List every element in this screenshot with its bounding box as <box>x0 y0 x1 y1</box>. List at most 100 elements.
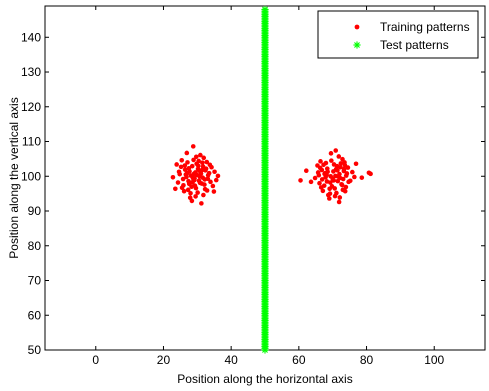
y-axis-label: Position along the vertical axis <box>7 97 21 258</box>
training-point <box>179 157 185 163</box>
training-point <box>203 166 209 171</box>
training-point <box>298 178 303 183</box>
training-point <box>182 167 188 172</box>
training-point <box>198 152 203 158</box>
training-point <box>343 173 349 178</box>
training-point <box>205 172 211 178</box>
training-point <box>199 167 205 173</box>
training-point <box>191 171 197 177</box>
y-tick-label: 130 <box>21 65 41 79</box>
training-point <box>332 186 338 191</box>
training-point <box>341 166 347 172</box>
training-point <box>215 173 221 179</box>
training-point <box>184 170 190 176</box>
training-point <box>332 193 338 199</box>
x-tick-label: 20 <box>157 353 171 367</box>
training-point <box>204 159 210 165</box>
training-point <box>185 187 191 193</box>
training-point <box>317 180 322 186</box>
training-point <box>212 169 217 175</box>
training-point <box>366 170 372 176</box>
y-tick-label: 60 <box>28 308 42 322</box>
training-point <box>318 159 323 164</box>
tick-layer: 0 20 40 60 80 100 50 60 70 80 90 100 110 120 130 140 <box>21 6 485 367</box>
training-point <box>200 160 205 166</box>
training-point <box>333 148 339 153</box>
training-point <box>328 173 333 179</box>
training-point <box>328 151 334 156</box>
training-point <box>170 175 176 180</box>
training-point <box>200 175 206 180</box>
x-tick-label: 80 <box>360 353 374 367</box>
training-point <box>176 169 182 175</box>
training-point <box>335 168 340 173</box>
training-point <box>312 175 318 181</box>
x-tick-label: 60 <box>292 353 306 367</box>
y-tick-label: 100 <box>21 169 41 183</box>
training-point <box>303 168 309 174</box>
training-point <box>211 189 217 194</box>
training-point <box>318 185 324 190</box>
training-point <box>338 161 344 166</box>
training-point <box>202 186 208 192</box>
y-tick-label: 90 <box>28 204 42 218</box>
training-point <box>188 190 193 196</box>
training-point <box>353 161 359 167</box>
training-point <box>327 196 332 201</box>
training-point <box>337 175 343 181</box>
training-point <box>213 177 219 183</box>
training-point <box>174 162 179 167</box>
training-point <box>202 182 207 187</box>
training-point <box>201 192 206 198</box>
training-point <box>196 158 201 164</box>
test-point <box>261 5 269 14</box>
training-point <box>347 178 353 184</box>
training-point <box>181 188 187 194</box>
x-tick-label: 40 <box>224 353 238 367</box>
training-point <box>340 156 345 162</box>
training-point <box>331 178 337 183</box>
training-point <box>195 190 200 195</box>
training-point <box>197 180 203 186</box>
y-tick-label: 70 <box>28 274 42 288</box>
data-layer <box>170 5 373 354</box>
training-point <box>173 186 178 192</box>
training-point <box>192 183 198 188</box>
training-point <box>191 157 196 163</box>
training-point <box>189 198 195 204</box>
training-point <box>210 183 216 189</box>
legend-label-test: Test patterns <box>380 38 449 52</box>
training-point <box>315 163 320 168</box>
training-point <box>336 199 342 205</box>
training-point <box>340 187 346 193</box>
training-point <box>343 184 349 190</box>
training-point <box>193 154 199 160</box>
x-axis-label: Position along the horizontal axis <box>177 372 352 386</box>
training-point <box>323 175 328 180</box>
x-tick-label: 100 <box>424 353 444 367</box>
training-point <box>327 191 333 196</box>
y-tick-label: 140 <box>21 30 41 44</box>
legend-marker-training <box>354 24 360 30</box>
training-point <box>324 179 330 184</box>
training-point <box>352 174 357 180</box>
training-point <box>359 175 365 180</box>
legend-star-icon <box>353 41 361 49</box>
training-point <box>184 150 190 156</box>
training-point <box>335 178 341 184</box>
training-point <box>179 185 185 191</box>
training-point <box>186 181 192 187</box>
training-point <box>175 180 181 185</box>
training-point <box>193 194 198 199</box>
training-point <box>321 162 326 168</box>
training-point <box>320 188 326 194</box>
training-point <box>201 155 207 161</box>
training-point <box>190 144 196 149</box>
training-point <box>342 162 348 168</box>
training-point <box>319 177 325 182</box>
training-point <box>329 158 334 163</box>
y-tick-label: 110 <box>22 135 41 149</box>
legend: Training patterns Test patterns <box>317 10 479 59</box>
training-point <box>315 170 321 175</box>
training-point <box>205 176 211 181</box>
